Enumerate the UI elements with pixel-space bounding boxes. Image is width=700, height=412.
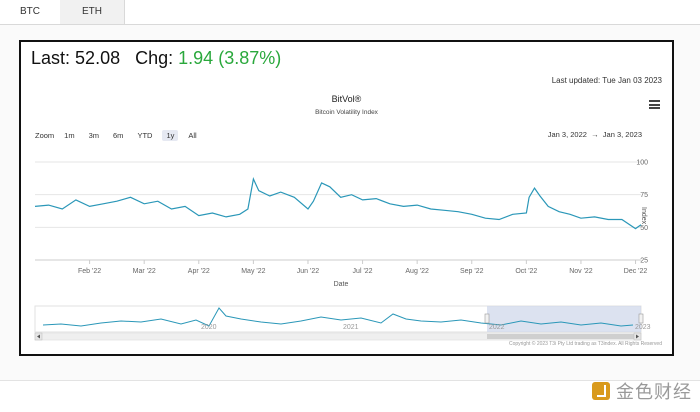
zoom-1m-button[interactable]: 1m (64, 131, 75, 140)
y-tick-label: 25 (640, 258, 648, 265)
zoom-all-button[interactable]: All (188, 131, 197, 140)
watermark: 金色财经 (592, 378, 692, 404)
x-tick-label: Apr '22 (188, 268, 210, 275)
navigator-handle-left[interactable] (484, 313, 490, 324)
y-tick-label: 100 (636, 160, 648, 167)
x-tick-label: Nov '22 (569, 268, 593, 275)
navigator-label-2022: 2022 (489, 324, 505, 331)
navigator-handle-right[interactable] (638, 313, 644, 324)
navigator-label-2023: 2023 (635, 324, 651, 331)
zoom-label: Zoom (35, 131, 55, 140)
y-tick-label: 50 (640, 225, 648, 232)
x-tick-label: Sep '22 (460, 268, 484, 275)
scrollbar-thumb[interactable] (487, 334, 641, 339)
navigator-label-2021: 2021 (343, 324, 359, 331)
chart-title: BitVol® (331, 94, 362, 104)
x-tick-label: Jun '22 (297, 268, 319, 275)
x-tick-label: Aug '22 (405, 268, 429, 275)
chart-grid (35, 161, 641, 261)
last-label: Last: (31, 48, 71, 68)
navigator-series-line (42, 307, 634, 327)
navigator-selection[interactable] (487, 306, 641, 332)
x-axis-label: Date (334, 281, 349, 288)
range-from[interactable]: Jan 3, 2022 (547, 130, 587, 139)
y-axis-label: Index (640, 207, 647, 225)
tab-eth[interactable]: ETH (60, 0, 125, 24)
scroll-right-arrow-glyph (636, 334, 639, 339)
menu-hamburger-icon[interactable] (649, 100, 660, 109)
scroll-left-arrow-glyph (37, 334, 40, 339)
x-tick-label: May '22 (241, 268, 265, 275)
range-to[interactable]: Jan 3, 2023 (602, 130, 642, 139)
x-tick-label: Feb '22 (78, 268, 101, 275)
y-axis-ticks: 25 50 75 100 (636, 160, 648, 265)
x-tick-label: Oct '22 (515, 268, 537, 275)
chart-subtitle: Bitcoin Volatility Index (315, 109, 378, 116)
bitvol-widget: Last: 52.08 Chg: 1.94 (3.87%) Last updat… (19, 40, 674, 356)
series-line (34, 177, 642, 230)
navigator: 2020 2021 2022 2023 (34, 305, 651, 341)
chg-label: Chg: (135, 48, 174, 68)
watermark-logo-icon (592, 382, 610, 400)
zoom-3m-button[interactable]: 3m (88, 131, 100, 140)
watermark-text: 金色财经 (616, 382, 692, 402)
chg-value: 1.94 (178, 48, 214, 68)
x-axis-ticks: Feb '22 Mar '22 Apr '22 May '22 Jun '22 Jul '… (78, 260, 648, 275)
tab-bar: BTC ETH (0, 0, 700, 25)
chart-svg: 25 50 75 100 Index Feb '22 Mar '22 Apr '22 May… (34, 160, 651, 341)
zoom-1y-button[interactable]: 1y (162, 130, 179, 141)
last-updated: Last updated: Tue Jan 03 2023 (551, 76, 662, 85)
range-arrow: → (591, 130, 599, 139)
zoom-controls: Zoom 1m 3m 6m YTD 1y All (35, 130, 201, 141)
x-tick-label: Mar '22 (133, 268, 156, 275)
copyright-text: Copyright © 2023 T3i Pty Ltd trading as … (508, 341, 662, 347)
price-summary: Last: 52.08 Chg: 1.94 (3.87%) (31, 48, 281, 69)
y-tick-label: 75 (640, 192, 648, 199)
tab-btc[interactable]: BTC (0, 0, 61, 24)
chg-percent: (3.87%) (218, 48, 282, 68)
x-tick-label: Dec '22 (624, 268, 648, 275)
x-tick-label: Jul '22 (353, 268, 373, 275)
zoom-6m-button[interactable]: 6m (113, 131, 124, 140)
last-value: 52.08 (75, 48, 121, 68)
navigator-label-2020: 2020 (201, 324, 217, 331)
zoom-ytd-button[interactable]: YTD (137, 131, 153, 140)
date-range: Jan 3, 2022 → Jan 3, 2023 (548, 130, 642, 139)
